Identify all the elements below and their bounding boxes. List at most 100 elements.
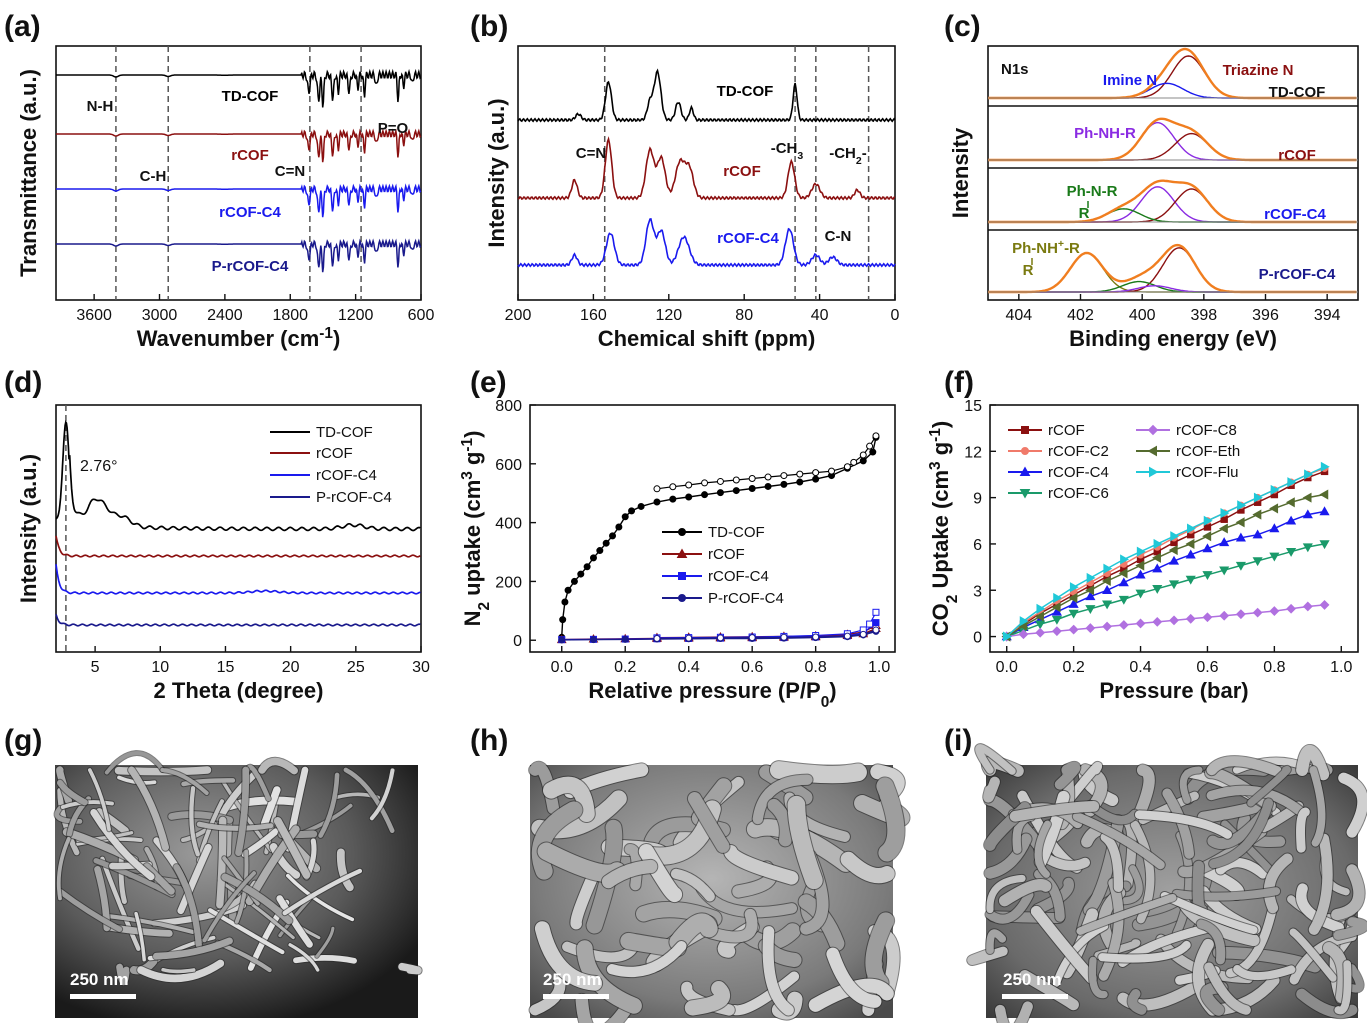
sem-texture-strand (769, 761, 867, 784)
scale-bar-label-i: 250 nm (1003, 970, 1062, 989)
point-adsorption-td-cof (685, 493, 693, 501)
y-tick-label: 600 (495, 457, 522, 474)
y-tick-label: 800 (495, 398, 522, 415)
sem-texture-strand (986, 929, 1007, 954)
legend-marker-rcof-c6 (1019, 489, 1031, 499)
point-adsorption-td-cof (564, 586, 572, 594)
sem-texture-strand (534, 921, 603, 991)
x-tick-label: 0 (891, 307, 900, 324)
sem-texture-strand (143, 863, 175, 895)
data-point-rcof-flu (1103, 563, 1113, 574)
point-desorption-td-cof (866, 442, 874, 450)
data-point-rcof-eth (1235, 517, 1245, 528)
legend-label-rcof-c4: rCOF-C4 (1048, 464, 1109, 481)
point-desorption-p-rcof-c4 (872, 626, 880, 634)
y-tick-label: 200 (495, 574, 522, 591)
x-tick-label: 0.6 (1196, 659, 1218, 676)
data-point-rcof-eth (1068, 592, 1078, 604)
sem-texture-strand (984, 833, 1032, 879)
legend-label-rcof-c2: rCOF-C2 (1048, 443, 1109, 460)
data-point-rcof-c4 (1185, 549, 1196, 559)
point-adsorption-td-cof (701, 491, 709, 499)
sem-texture-strand (260, 786, 281, 828)
scale-bar-label-g: 250 nm (70, 970, 129, 989)
data-point-rcof-c8 (1286, 603, 1296, 614)
x-tick-label: 394 (1314, 307, 1341, 324)
sem-texture-strand (1100, 832, 1124, 893)
sem-texture-strand (1289, 928, 1337, 982)
point-adsorption-td-cof (780, 480, 788, 488)
sem-texture-strand (398, 962, 422, 975)
legend-label-rcof-eth: rCOF-Eth (1176, 443, 1240, 460)
sem-texture-strand (1215, 857, 1268, 879)
data-point-rcof-flu (1253, 492, 1263, 503)
point-adsorption-td-cof (596, 547, 604, 555)
spectrum-rcof (56, 128, 422, 163)
data-point-rcof-eth (1218, 523, 1228, 534)
data-point-rcof-c8 (1236, 609, 1246, 620)
y-tick-label: 12 (964, 444, 982, 461)
sem-texture-strand (1296, 807, 1310, 853)
sem-texture-strand (1322, 942, 1350, 1004)
point-desorption-rcof-c4 (866, 620, 874, 628)
sem-texture-strand (986, 874, 1026, 914)
point-adsorption-td-cof (570, 577, 578, 585)
point-desorption-td-cof (828, 467, 836, 475)
data-point-rcof-eth (1252, 509, 1262, 520)
data-point-rcof-c6 (1035, 620, 1046, 630)
annotation-ph-n-r-sub: R (1079, 205, 1090, 222)
series-label-rcof-c4: rCOF-C4 (1264, 206, 1326, 223)
sem-texture-strand (1192, 860, 1208, 916)
data-point-rcof-eth (1319, 489, 1329, 500)
plot-frame (989, 404, 1359, 653)
pattern-p-rcof-c4 (55, 614, 421, 627)
legend-label-p-rcof-c4: P-rCOF-C4 (708, 590, 784, 607)
data-point-rcof-c4 (1202, 543, 1213, 553)
panel-label-c: (c) (944, 10, 981, 43)
sem-texture-strand (118, 852, 127, 904)
series-label-td-cof: TD-COF (1269, 84, 1326, 101)
chart-b-nmr: 200 160 120 80 40 0 Chemical shift (ppm) Intens… (484, 45, 900, 351)
chart-e-n2-isotherm: 0.0 0.2 0.4 0.6 0.8 1.0 0 200 400 600 800 Relative … (459, 398, 896, 711)
spectrum-td-cof (56, 68, 422, 108)
spectrum-td-cof (517, 68, 896, 123)
data-point-rcof-c6 (1185, 575, 1196, 585)
sem-texture-strand (995, 1001, 1033, 1023)
legend-label-rcof-c8: rCOF-C8 (1176, 422, 1237, 439)
data-point-rcof-flu (1170, 531, 1180, 542)
point-desorption-td-cof (843, 463, 851, 471)
data-point-rcof-flu (1304, 469, 1314, 480)
sem-texture-strand (102, 913, 195, 934)
data-point-rcof-c4 (1118, 577, 1129, 587)
annotation-ph-n-r: Ph-N-R (1067, 183, 1118, 200)
point-desorption-td-cof (653, 485, 661, 493)
annotation-ch2: -CH2- (829, 145, 867, 167)
legend-label-rcof-flu: rCOF-Flu (1176, 464, 1239, 481)
data-point-rcof-eth (1085, 585, 1095, 596)
annotation-ph-nh-plus-r-sub: R (1023, 262, 1034, 279)
series-label-rcof: rCOF (1278, 147, 1316, 164)
legend-label-rcof: rCOF (708, 546, 745, 563)
annotation-c-n: C=N (275, 163, 305, 180)
point-desorption-p-rcof-c4 (685, 634, 693, 642)
point-desorption-td-cof (701, 479, 709, 487)
x-tick-label: 3600 (76, 307, 112, 324)
data-point-rcof-flu (1270, 484, 1280, 495)
data-point-rcof-c6 (1235, 561, 1246, 571)
x-tick-label: 25 (347, 659, 365, 676)
point-adsorption-td-cof (577, 570, 585, 578)
plot-frame (55, 404, 422, 653)
sem-texture-strand (669, 913, 718, 951)
data-point-rcof-eth (1185, 538, 1195, 549)
sem-texture-strand (173, 864, 202, 948)
data-point-rcof-c8 (1185, 613, 1196, 624)
x-tick-label: 30 (412, 659, 430, 676)
series-label-td-cof: TD-COF (222, 88, 279, 105)
x-tick-label: 3000 (142, 307, 178, 324)
x-tick-label: 40 (811, 307, 829, 324)
point-adsorption-td-cof (628, 507, 636, 515)
series-label-p-rcof-c4: P-rCOF-C4 (1259, 266, 1336, 283)
sem-texture-strand (1309, 766, 1326, 847)
sem-texture-strand (315, 926, 335, 958)
x-tick-label: 0.2 (614, 659, 636, 676)
